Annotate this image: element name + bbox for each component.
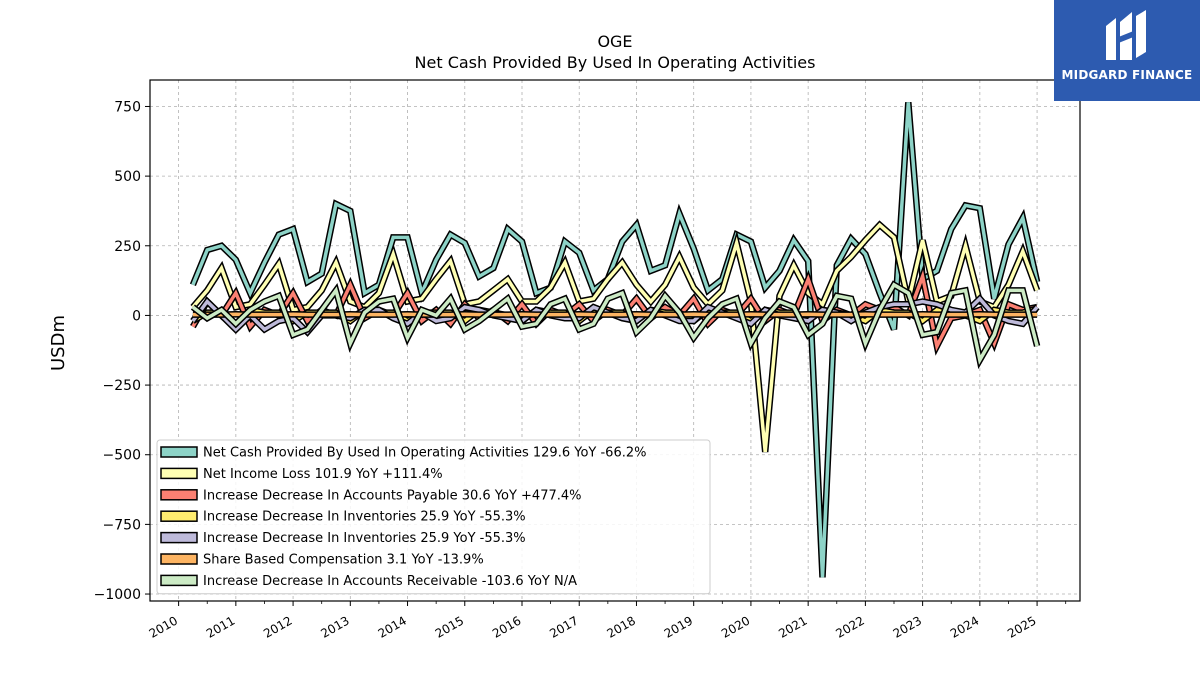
x-tick-label: 2025 <box>1005 613 1038 640</box>
series-1 <box>190 220 1041 453</box>
legend-label: Increase Decrease In Inventories 25.9 Yo… <box>203 510 526 525</box>
x-tick-label: 2012 <box>261 613 294 640</box>
logo-brand-text: MIDGARD FINANCE <box>1061 68 1193 82</box>
x-tick-label: 2018 <box>605 613 638 640</box>
series-lines <box>189 102 1041 578</box>
chart-subtitle: Net Cash Provided By Used In Operating A… <box>415 53 816 72</box>
y-axis: 750 500 250 0 −250 −500 −750 −1000 <box>94 99 150 603</box>
legend-label: Increase Decrease In Accounts Receivable… <box>203 574 577 589</box>
legend: Net Cash Provided By Used In Operating A… <box>156 439 711 595</box>
x-tick-label: 2024 <box>948 613 981 640</box>
series-line <box>191 222 1039 453</box>
logo-mark-icon <box>1106 10 1146 60</box>
y-tick-label: −500 <box>103 448 141 464</box>
series-line <box>191 102 1039 578</box>
legend-swatch <box>160 446 198 458</box>
y-tick-label: −1000 <box>94 587 141 603</box>
x-tick-label: 2023 <box>891 613 924 640</box>
legend-label: Increase Decrease In Accounts Payable 30… <box>203 488 582 503</box>
x-tick-label: 2010 <box>147 613 180 640</box>
x-tick-label: 2021 <box>776 613 809 640</box>
brand-logo: MIDGARD FINANCE <box>1054 0 1200 101</box>
y-tick-label: −250 <box>103 378 141 394</box>
x-tick-label: 2011 <box>204 613 237 640</box>
y-axis-label: USDm <box>48 315 69 371</box>
x-tick-label: 2016 <box>490 613 523 640</box>
x-axis: 2010 2011 2012 2013 2014 2015 2016 2017 2018 2019… <box>147 601 1067 641</box>
legend-swatch <box>160 467 198 480</box>
x-tick-label: 2015 <box>433 613 466 640</box>
x-tick-label: 2017 <box>547 613 580 640</box>
legend-label: Increase Decrease In Inventories 25.9 Yo… <box>203 531 526 546</box>
y-tick-label: −750 <box>103 517 141 533</box>
series-0 <box>189 102 1041 578</box>
x-tick-label: 2020 <box>719 613 752 640</box>
y-tick-label: 0 <box>132 308 141 324</box>
legend-label: Net Cash Provided By Used In Operating A… <box>203 446 646 461</box>
legend-swatch <box>160 489 198 501</box>
y-tick-label: 750 <box>114 99 141 115</box>
series-6 <box>190 280 1041 370</box>
y-tick-label: 250 <box>114 239 141 255</box>
x-tick-label: 2022 <box>833 613 866 640</box>
legend-swatch <box>160 553 198 565</box>
legend-swatch <box>160 531 198 544</box>
x-tick-label: 2013 <box>318 613 351 640</box>
chart-title: OGE <box>597 32 632 51</box>
legend-swatch <box>160 574 198 587</box>
x-tick-label: 2019 <box>662 613 695 640</box>
series-line <box>191 282 1039 365</box>
y-tick-label: 500 <box>114 169 141 185</box>
x-tick-label: 2014 <box>376 613 409 640</box>
legend-label: Share Based Compensation 3.1 YoY -13.9% <box>203 553 484 568</box>
legend-label: Net Income Loss 101.9 YoY +111.4% <box>203 467 443 482</box>
plot-frame <box>149 79 1081 602</box>
legend-swatch <box>160 510 198 522</box>
legend-box <box>156 439 711 595</box>
